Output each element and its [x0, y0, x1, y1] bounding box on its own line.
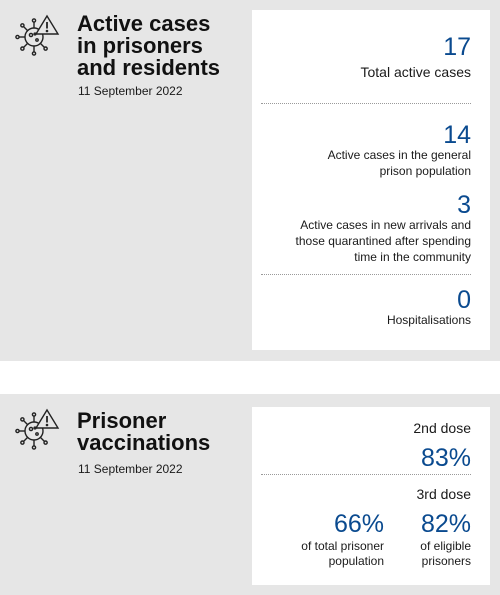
active-cases-date: 11 September 2022	[78, 84, 183, 98]
general-population-value: 14	[443, 121, 471, 149]
virus-warning-icon	[15, 14, 60, 56]
new-arrivals-value: 3	[457, 191, 471, 219]
title-line: and residents	[77, 55, 221, 80]
label-line: those quarantined after spending	[295, 234, 471, 248]
vaccinations-date: 11 September 2022	[78, 462, 183, 476]
label-line: prison population	[379, 164, 471, 178]
vaccinations-title: Prisoner vaccinations	[77, 410, 210, 454]
label-line: prisoners	[421, 554, 471, 568]
vaccinations-card: 2nd dose 83% 3rd dose 66% of total priso…	[252, 407, 490, 585]
title-line: vaccinations	[77, 430, 211, 455]
title-line: Prisoner	[77, 408, 167, 433]
general-population-label: Active cases in the general prison popul…	[328, 147, 471, 179]
second-dose-value: 83%	[420, 444, 471, 472]
label-line: population	[328, 554, 384, 568]
third-dose-total-value: 66%	[333, 510, 384, 538]
hospitalisations-label: Hospitalisations	[386, 313, 471, 327]
active-cases-title: Active cases in prisoners and residents	[77, 13, 220, 79]
hospitalisations-value: 0	[457, 286, 471, 314]
label-line: time in the community	[354, 250, 471, 264]
vaccinations-panel: Prisoner vaccinations 11 September 2022 …	[0, 394, 500, 595]
third-dose-eligible-label: of eligible prisoners	[420, 539, 471, 569]
virus-warning-icon	[15, 408, 60, 450]
title-line: Active cases	[77, 11, 211, 36]
third-dose-label: 3rd dose	[416, 486, 471, 502]
third-dose-total-label: of total prisoner population	[301, 539, 384, 569]
third-dose-eligible-value: 82%	[420, 510, 471, 538]
new-arrivals-label: Active cases in new arrivals and those q…	[296, 217, 471, 265]
active-cases-card: 17 Total active cases 14 Active cases in…	[252, 10, 490, 350]
active-cases-panel: Active cases in prisoners and residents …	[0, 0, 500, 361]
label-line: Active cases in the general	[327, 148, 471, 162]
total-active-value: 17	[443, 33, 471, 61]
label-line: of total prisoner	[301, 539, 384, 553]
divider	[261, 103, 471, 104]
total-active-label: Total active cases	[360, 64, 472, 80]
second-dose-label: 2nd dose	[413, 420, 471, 436]
title-line: in prisoners	[77, 33, 203, 58]
label-line: Active cases in new arrivals and	[300, 218, 471, 232]
label-line: of eligible	[420, 539, 471, 553]
divider	[261, 474, 471, 475]
divider	[261, 274, 471, 275]
